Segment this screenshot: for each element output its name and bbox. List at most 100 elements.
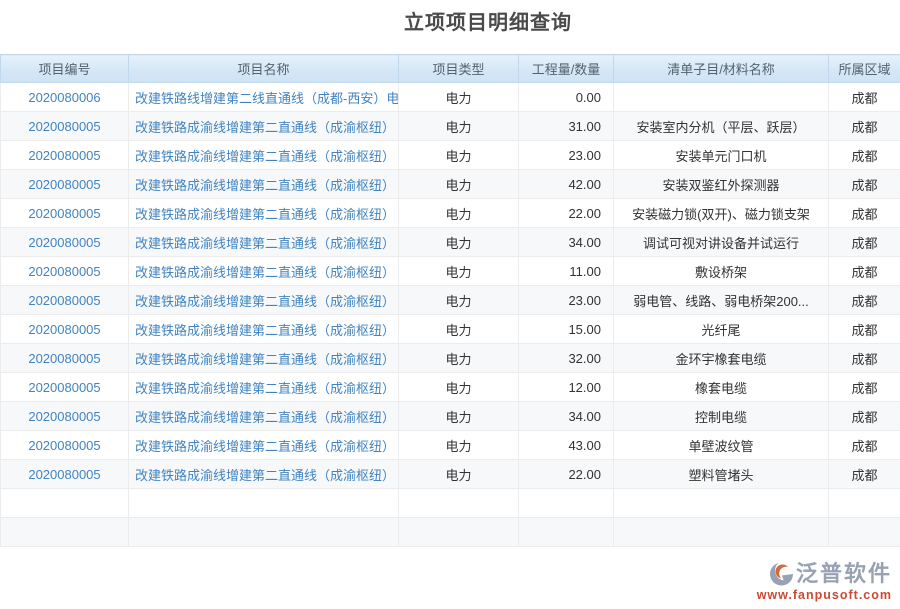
project-code-link[interactable]: 2020080005: [28, 351, 100, 366]
project-name-link[interactable]: 改建铁路成渝线增建第二直通线（成渝枢纽）: [135, 439, 395, 454]
project-code-cell[interactable]: 2020080005: [1, 199, 129, 228]
project-name-cell[interactable]: 改建铁路成渝线增建第二直通线（成渝枢纽）: [129, 141, 399, 170]
project-code-cell[interactable]: 2020080005: [1, 257, 129, 286]
item-name-cell: 弱电管、线路、弱电桥架200...: [633, 294, 809, 309]
project-name-link[interactable]: 改建铁路成渝线增建第二直通线（成渝枢纽）: [135, 236, 395, 251]
project-type-cell: 电力: [445, 294, 471, 309]
project-code-cell[interactable]: 2020080005: [1, 373, 129, 402]
item-name-cell: 金环宇橡套电缆: [614, 344, 829, 373]
empty-cell: [129, 489, 399, 518]
project-name-link[interactable]: 改建铁路成渝线增建第二直通线（成渝枢纽）: [135, 207, 395, 222]
quantity-cell: 22.00: [519, 199, 614, 228]
project-type-cell: 电力: [445, 236, 471, 251]
project-code-cell[interactable]: 2020080005: [1, 344, 129, 373]
project-code-cell[interactable]: 2020080005: [1, 402, 129, 431]
project-code-cell[interactable]: 2020080005: [1, 460, 129, 489]
project-code-link[interactable]: 2020080005: [28, 293, 100, 308]
project-code-link[interactable]: 2020080005: [28, 148, 100, 163]
project-name-link[interactable]: 改建铁路成渝线增建第二直通线（成渝枢纽）: [135, 265, 395, 280]
project-code-cell[interactable]: 2020080005: [1, 315, 129, 344]
region-cell: 成都: [851, 381, 877, 396]
region-cell: 成都: [829, 228, 900, 257]
project-code-link[interactable]: 2020080005: [28, 264, 100, 279]
project-name-cell[interactable]: 改建铁路成渝线增建第二直通线（成渝枢纽）: [129, 170, 399, 199]
quantity-cell: 11.00: [519, 257, 614, 286]
project-name-link[interactable]: 改建铁路成渝线增建第二直通线（成渝枢纽）: [135, 149, 395, 164]
region-cell: 成都: [829, 315, 900, 344]
project-name-cell[interactable]: 改建铁路成渝线增建第二直通线（成渝枢纽）: [129, 344, 399, 373]
project-code-link[interactable]: 2020080005: [28, 438, 100, 453]
project-type-cell: 电力: [399, 112, 519, 141]
project-code-cell[interactable]: 2020080005: [1, 112, 129, 141]
project-name-link[interactable]: 改建铁路线增建第二线直通线（成都-西安）电: [135, 91, 399, 106]
project-type-cell: 电力: [399, 344, 519, 373]
project-code-link[interactable]: 2020080005: [28, 409, 100, 424]
region-cell: 成都: [851, 352, 877, 367]
item-name-cell: 金环宇橡套电缆: [675, 352, 766, 367]
project-name-link[interactable]: 改建铁路成渝线增建第二直通线（成渝枢纽）: [135, 323, 395, 338]
project-code-link[interactable]: 2020080005: [28, 235, 100, 250]
quantity-cell: 12.00: [568, 380, 601, 395]
brand-name: 泛普软件: [796, 561, 892, 587]
region-cell: 成都: [851, 91, 877, 106]
project-name-cell[interactable]: 改建铁路成渝线增建第二直通线（成渝枢纽）: [129, 402, 399, 431]
empty-cell: [614, 518, 829, 547]
project-code-cell[interactable]: 2020080005: [1, 431, 129, 460]
item-name-cell: 控制电缆: [614, 402, 829, 431]
region-cell: 成都: [829, 112, 900, 141]
item-name-cell: 调试可视对讲设备并试运行: [643, 236, 799, 251]
region-cell: 成都: [829, 344, 900, 373]
project-name-cell[interactable]: 改建铁路线增建第二线直通线（成都-西安）电: [129, 83, 399, 112]
project-code-cell[interactable]: 2020080005: [1, 141, 129, 170]
project-name-link[interactable]: 改建铁路成渝线增建第二直通线（成渝枢纽）: [135, 294, 395, 309]
project-code-link[interactable]: 2020080005: [28, 322, 100, 337]
project-type-cell: 电力: [445, 149, 471, 164]
project-name-cell[interactable]: 改建铁路成渝线增建第二直通线（成渝枢纽）: [129, 431, 399, 460]
quantity-cell: 11.00: [569, 264, 601, 279]
project-type-cell: 电力: [399, 460, 519, 489]
project-name-cell[interactable]: 改建铁路成渝线增建第二直通线（成渝枢纽）: [129, 460, 399, 489]
project-name-link[interactable]: 改建铁路成渝线增建第二直通线（成渝枢纽）: [135, 120, 395, 135]
project-name-cell[interactable]: 改建铁路成渝线增建第二直通线（成渝枢纽）: [129, 257, 399, 286]
project-type-cell: 电力: [445, 265, 471, 280]
project-type-cell: 电力: [399, 228, 519, 257]
project-name-cell[interactable]: 改建铁路成渝线增建第二直通线（成渝枢纽）: [129, 315, 399, 344]
project-code-cell[interactable]: 2020080005: [1, 228, 129, 257]
quantity-cell: 23.00: [519, 141, 614, 170]
project-name-link[interactable]: 改建铁路成渝线增建第二直通线（成渝枢纽）: [135, 352, 395, 367]
project-name-link[interactable]: 改建铁路成渝线增建第二直通线（成渝枢纽）: [135, 410, 395, 425]
project-type-cell: 电力: [445, 468, 471, 483]
region-cell: 成都: [851, 468, 877, 483]
project-name-cell[interactable]: 改建铁路成渝线增建第二直通线（成渝枢纽）: [129, 228, 399, 257]
project-type-cell: 电力: [399, 199, 519, 228]
project-name-cell[interactable]: 改建铁路成渝线增建第二直通线（成渝枢纽）: [129, 199, 399, 228]
project-code-cell[interactable]: 2020080005: [1, 170, 129, 199]
item-name-cell: 塑料管堵头: [614, 460, 829, 489]
empty-cell: [399, 489, 519, 518]
item-name-cell: 安装单元门口机: [614, 141, 829, 170]
item-name-cell: 塑料管堵头: [688, 468, 753, 483]
project-code-cell[interactable]: 2020080006: [1, 83, 129, 112]
project-name-cell[interactable]: 改建铁路成渝线增建第二直通线（成渝枢纽）: [129, 286, 399, 315]
project-name-cell[interactable]: 改建铁路成渝线增建第二直通线（成渝枢纽）: [129, 112, 399, 141]
project-name-link[interactable]: 改建铁路成渝线增建第二直通线（成渝枢纽）: [135, 381, 395, 396]
project-code-cell[interactable]: 2020080005: [1, 286, 129, 315]
project-code-link[interactable]: 2020080005: [28, 467, 100, 482]
item-name-cell: 安装双鉴红外探测器: [614, 170, 829, 199]
project-code-link[interactable]: 2020080005: [28, 380, 100, 395]
quantity-cell: 0.00: [519, 83, 614, 112]
col-header-region: 所属区域: [829, 55, 900, 83]
region-cell: 成都: [829, 460, 900, 489]
project-code-link[interactable]: 2020080005: [28, 119, 100, 134]
project-name-link[interactable]: 改建铁路成渝线增建第二直通线（成渝枢纽）: [135, 468, 395, 483]
project-code-link[interactable]: 2020080005: [28, 177, 100, 192]
project-name-link[interactable]: 改建铁路成渝线增建第二直通线（成渝枢纽）: [135, 178, 395, 193]
region-cell: 成都: [851, 236, 877, 251]
project-code-link[interactable]: 2020080006: [28, 90, 100, 105]
project-name-cell[interactable]: 改建铁路成渝线增建第二直通线（成渝枢纽）: [129, 373, 399, 402]
project-code-link[interactable]: 2020080005: [28, 206, 100, 221]
project-type-cell: 电力: [399, 257, 519, 286]
